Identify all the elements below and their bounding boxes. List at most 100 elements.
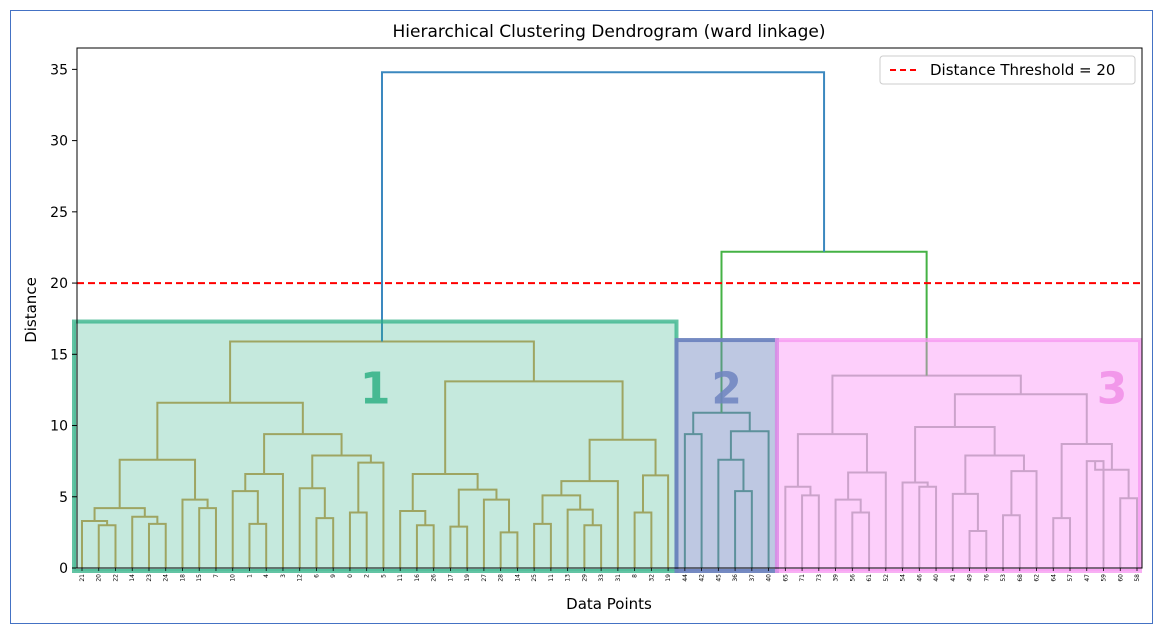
x-tick-label: 31 — [615, 574, 622, 582]
x-tick-label: 58 — [1134, 574, 1141, 582]
x-tick-label: 71 — [799, 574, 806, 582]
dendrogram-link — [449, 525, 469, 568]
x-tick-label: 13 — [565, 574, 572, 582]
dendrogram-link — [147, 522, 167, 568]
y-tick-label: 25 — [50, 205, 68, 221]
x-tick-label: 5 — [380, 574, 387, 578]
x-tick-label: 3 — [280, 574, 287, 578]
dendrogram-link — [457, 488, 498, 527]
x-tick-label: 22 — [112, 574, 119, 582]
plot-frame — [76, 47, 1143, 569]
x-tick-label: 29 — [581, 574, 588, 582]
x-tick-label: 2 — [364, 574, 371, 578]
x-tick-label: 59 — [1101, 574, 1108, 582]
x-tick-label: 44 — [682, 574, 689, 582]
x-tick-label: 24 — [163, 574, 170, 582]
x-tick-label: 20 — [96, 574, 103, 582]
dendrogram-link — [901, 481, 929, 568]
x-tick-label: 17 — [447, 574, 454, 582]
x-tick-label: 65 — [782, 574, 789, 582]
x-tick-label: 40 — [933, 574, 940, 582]
x-tick-label: 36 — [732, 574, 739, 582]
x-tick-label: 73 — [816, 574, 823, 582]
dendrogram-link — [399, 510, 427, 568]
dendrogram-link — [729, 430, 770, 568]
x-tick-label: 25 — [531, 574, 538, 582]
x-tick-label: 53 — [1000, 574, 1007, 582]
x-tick-label: 18 — [179, 574, 186, 582]
x-tick-label: 46 — [916, 574, 923, 582]
dendrogram-link — [951, 492, 979, 568]
dendrogram-link — [444, 380, 624, 474]
x-tick-label: 4 — [263, 574, 270, 578]
x-tick-label: 14 — [129, 574, 136, 582]
dendrogram-link — [847, 471, 887, 568]
x-tick-label: 11 — [397, 574, 404, 582]
dendrogram-link — [533, 522, 552, 568]
x-tick-label: 21 — [79, 574, 86, 582]
dendrogram-links — [81, 71, 1138, 568]
dendrogram-link — [918, 485, 938, 568]
dendrogram-link — [244, 472, 284, 568]
x-tick-label: 19 — [665, 574, 672, 582]
y-axis-ticks: 0 5 10 15 20 25 30 35 — [50, 62, 77, 577]
x-tick-label: 62 — [1034, 574, 1041, 582]
dendrogram-link — [499, 531, 519, 568]
dendrogram-link — [1002, 514, 1021, 568]
x-tick-label: 68 — [1017, 574, 1024, 582]
x-tick-label: 23 — [146, 574, 153, 582]
y-tick-label: 15 — [50, 347, 68, 363]
cluster-box-1 — [72, 319, 679, 573]
dendrogram-link — [784, 485, 812, 568]
legend-threshold-label: Distance Threshold = 20 — [930, 61, 1115, 79]
x-tick-label: 49 — [967, 574, 974, 582]
x-tick-label: 10 — [230, 574, 237, 582]
cluster-boxes: 1 2 3 — [72, 319, 1142, 574]
x-tick-label: 9 — [330, 574, 337, 578]
x-tick-label: 52 — [883, 574, 890, 582]
x-tick-label: 6 — [313, 574, 320, 578]
cluster-box-2 — [674, 338, 779, 574]
dendrogram-link — [380, 71, 826, 342]
x-tick-label: 27 — [481, 574, 488, 582]
x-tick-label: 16 — [414, 574, 421, 582]
dendrogram-link — [411, 472, 479, 512]
cluster-label-2: 2 — [711, 363, 742, 414]
x-tick-label: 15 — [196, 574, 203, 582]
x-tick-label: 37 — [749, 574, 756, 582]
x-tick-label: 26 — [431, 574, 438, 582]
dendrogram-link — [588, 438, 657, 482]
cluster-label-3: 3 — [1097, 363, 1128, 414]
x-tick-label: 61 — [866, 574, 873, 582]
y-tick-label: 35 — [50, 62, 68, 78]
x-tick-label: 60 — [1117, 574, 1124, 582]
x-tick-label: 45 — [715, 574, 722, 582]
x-tick-label: 28 — [498, 574, 505, 582]
dendrogram-link — [1060, 443, 1113, 519]
x-tick-label: 11 — [548, 574, 555, 582]
legend-box — [879, 55, 1136, 85]
dendrogram-link — [953, 393, 1088, 445]
y-tick-label: 5 — [59, 490, 68, 506]
dendrogram-link — [1094, 461, 1130, 499]
chart-title: Hierarchical Clustering Dendrogram (ward… — [393, 22, 826, 42]
dendrogram-link — [248, 522, 268, 568]
x-tick-label: 64 — [1050, 574, 1057, 582]
x-tick-label: 47 — [1084, 574, 1091, 582]
dendrogram-link — [968, 529, 988, 568]
x-tick-label: 76 — [983, 574, 990, 582]
y-tick-label: 20 — [50, 276, 68, 292]
dendrogram-link — [914, 425, 996, 483]
x-tick-label: 1 — [246, 574, 253, 578]
x-tick-label: 7 — [213, 574, 220, 578]
y-axis-label: Distance — [22, 277, 40, 343]
x-tick-label: 14 — [514, 574, 521, 582]
x-tick-label: 12 — [297, 574, 304, 582]
x-tick-label: 39 — [833, 574, 840, 582]
y-tick-label: 30 — [50, 134, 68, 150]
x-tick-label: 0 — [347, 574, 354, 578]
x-tick-label: 33 — [598, 574, 605, 582]
x-tick-label: 41 — [950, 574, 957, 582]
x-tick-label: 56 — [849, 574, 856, 582]
